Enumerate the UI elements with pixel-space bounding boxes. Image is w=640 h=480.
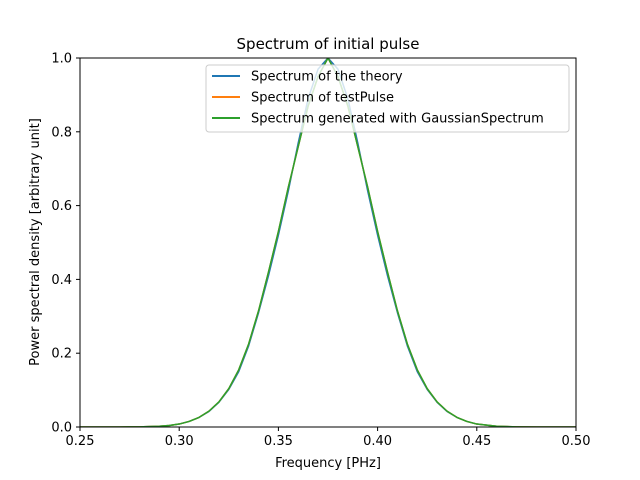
y-tick-label: 0.8 (51, 125, 72, 140)
y-tick-label: 0.2 (51, 347, 72, 362)
y-tick-label: 0.6 (51, 199, 72, 214)
legend-label: Spectrum generated with GaussianSpectrum (251, 112, 544, 127)
x-tick-label: 0.35 (264, 434, 293, 449)
y-tick-label: 0.0 (51, 421, 72, 436)
x-axis: 0.25 0.30 0.35 0.40 0.45 0.50 (66, 427, 591, 449)
x-tick-label: 0.50 (562, 434, 591, 449)
y-tick-label: 0.4 (51, 273, 72, 288)
x-axis-label: Frequency [PHz] (275, 456, 381, 471)
y-axis-label: Power spectral density [arbitrary unit] (28, 118, 43, 366)
legend: Spectrum of the theory Spectrum of testPu… (205, 64, 570, 133)
x-tick-label: 0.25 (66, 434, 95, 449)
x-tick-label: 0.40 (363, 434, 392, 449)
plot-frame (79, 57, 577, 428)
legend-box (205, 64, 570, 133)
x-tick-label: 0.45 (462, 434, 491, 449)
legend-label: Spectrum of testPulse (251, 91, 394, 106)
legend-label: Spectrum of the theory (251, 70, 403, 85)
y-tick-label: 1.0 (51, 52, 72, 67)
x-tick-label: 0.30 (165, 434, 194, 449)
chart-title: Spectrum of initial pulse (237, 35, 420, 53)
y-axis: 0.0 0.2 0.4 0.6 0.8 1.0 (51, 52, 80, 436)
